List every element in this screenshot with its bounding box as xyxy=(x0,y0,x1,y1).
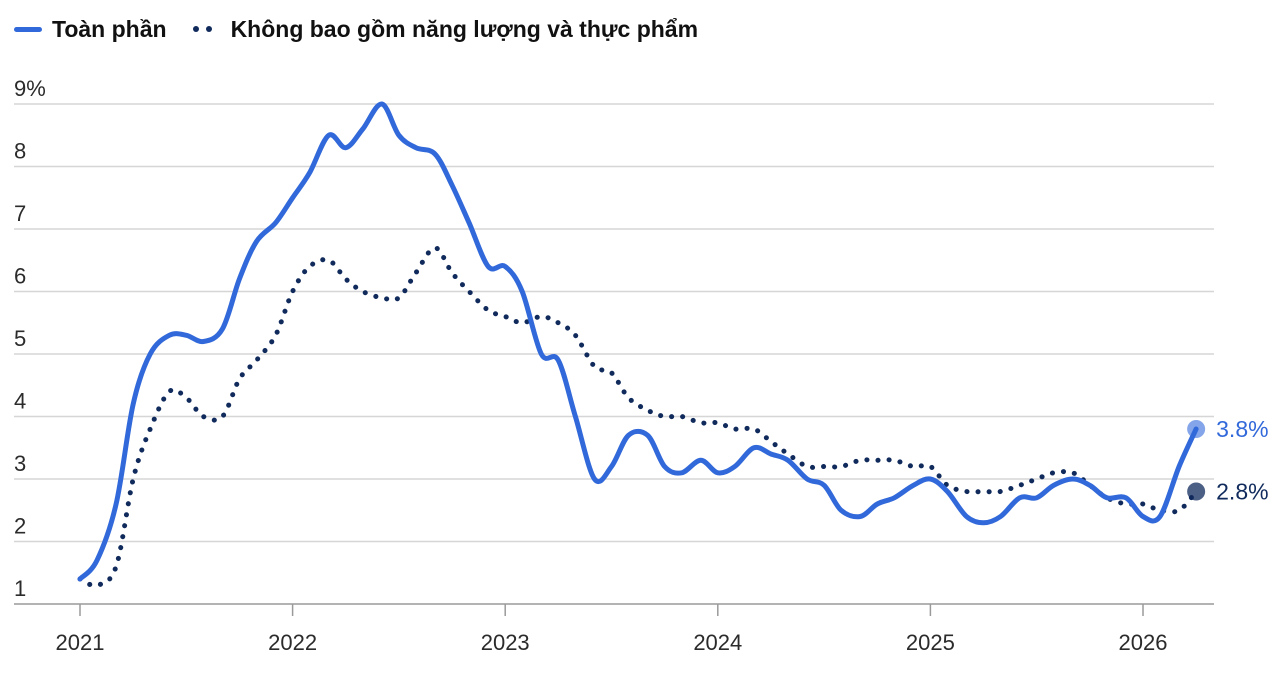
legend-swatch-solid-line xyxy=(14,26,42,32)
end-label-core: 2.8% xyxy=(1216,479,1268,505)
y-tick-label: 3 xyxy=(14,451,26,476)
y-tick-label: 7 xyxy=(14,201,26,226)
y-tick-label: 8 xyxy=(14,139,26,164)
x-axis xyxy=(14,603,1214,616)
x-tick-label: 2023 xyxy=(481,630,530,655)
series-line-core xyxy=(77,245,1199,589)
y-tick-label: 5 xyxy=(14,326,26,351)
x-axis-labels: 2021 2022 2023 2024 2025 2026 xyxy=(56,630,1168,655)
x-tick-label: 2025 xyxy=(906,630,955,655)
y-tick-label: 4 xyxy=(14,389,26,414)
legend-swatch-dotted-line xyxy=(192,26,221,32)
legend-item-core[interactable]: Không bao gồm năng lượng và thực phẩm xyxy=(192,15,699,43)
end-label-overall: 3.8% xyxy=(1216,416,1268,442)
legend-label-overall: Toàn phần xyxy=(52,15,167,42)
legend-label-core: Không bao gồm năng lượng và thực phẩm xyxy=(230,15,699,42)
y-tick-label: 2 xyxy=(14,514,26,539)
x-tick-label: 2021 xyxy=(56,630,105,655)
chart-legend: Toàn phần Không bao gồm năng lượng và th… xyxy=(14,12,698,46)
gridlines xyxy=(14,103,1214,543)
series-line-overall xyxy=(77,101,1199,582)
y-tick-label: 6 xyxy=(14,264,26,289)
end-marker-core[interactable] xyxy=(1187,482,1206,501)
y-tick-label: 1 xyxy=(14,576,26,601)
legend-item-overall[interactable]: Toàn phần xyxy=(14,16,167,43)
end-markers: 3.8% 2.8% xyxy=(1187,416,1269,505)
end-marker-overall[interactable] xyxy=(1187,420,1206,438)
x-tick-label: 2024 xyxy=(693,630,742,655)
x-tick-label: 2026 xyxy=(1119,630,1168,655)
series-lines xyxy=(77,101,1199,589)
x-tick-label: 2022 xyxy=(268,630,317,655)
y-axis-labels: 1 2 3 4 5 6 7 8 9% xyxy=(14,76,46,601)
y-tick-label: 9% xyxy=(14,76,46,101)
